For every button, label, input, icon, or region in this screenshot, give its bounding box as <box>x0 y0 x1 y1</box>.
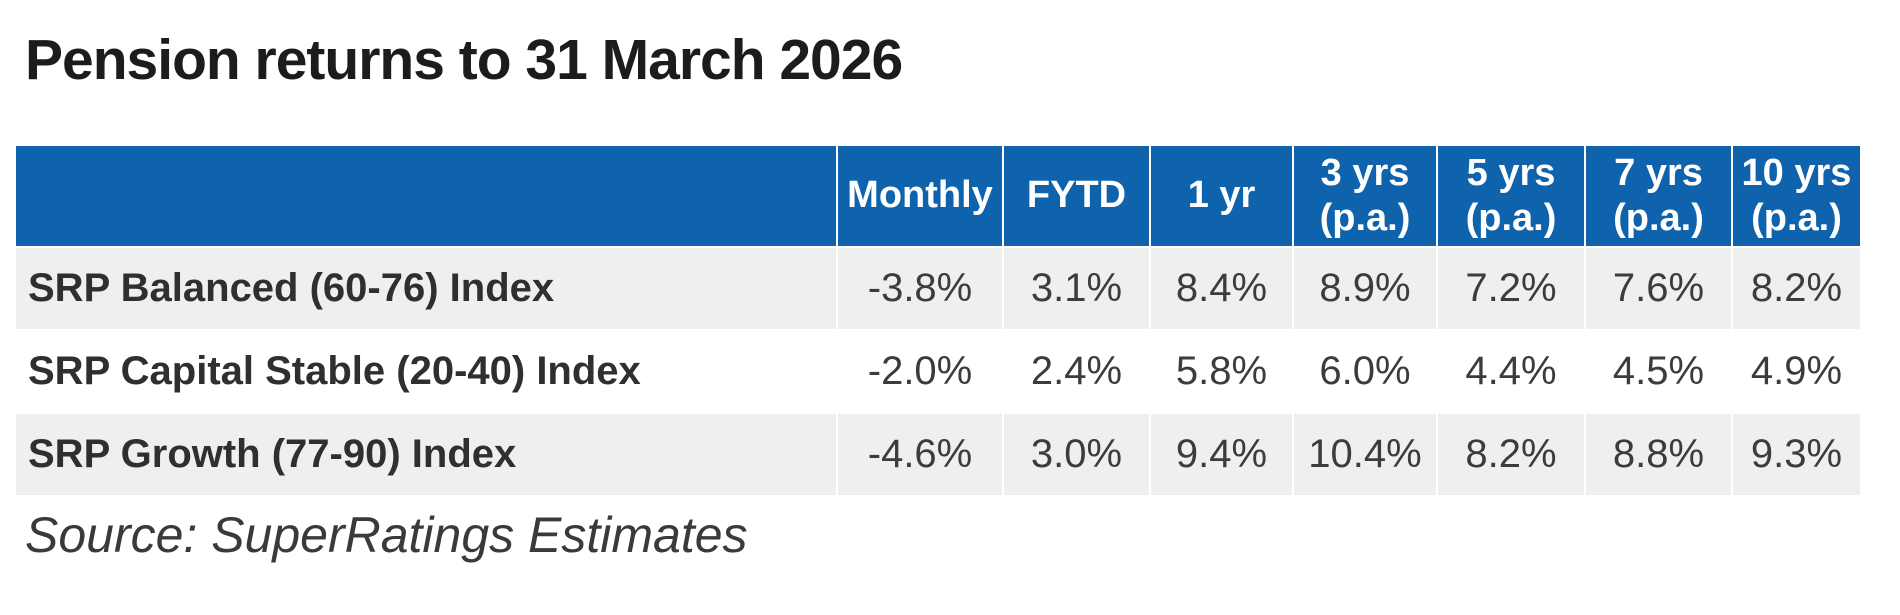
content-area: Pension returns to 31 March 2026 Monthly… <box>14 28 1862 563</box>
value-cell: -2.0% <box>838 330 1002 412</box>
value-cell: 8.2% <box>1438 413 1584 495</box>
value-cell: 4.5% <box>1586 330 1731 412</box>
value-cell: 5.8% <box>1151 330 1292 412</box>
row-label: SRP Balanced (60-76) Index <box>16 247 836 329</box>
value-cell: 7.2% <box>1438 247 1584 329</box>
table-body: SRP Balanced (60-76) Index -3.8% 3.1% 8.4% 8… <box>16 247 1860 495</box>
value-cell: 3.1% <box>1004 247 1149 329</box>
label-column-header <box>16 145 836 246</box>
column-header: 1 yr <box>1151 145 1292 246</box>
value-cell: 8.8% <box>1586 413 1731 495</box>
value-cell: 6.0% <box>1294 330 1436 412</box>
value-cell: 2.4% <box>1004 330 1149 412</box>
value-cell: 4.9% <box>1733 330 1860 412</box>
table-row: SRP Balanced (60-76) Index -3.8% 3.1% 8.4% 8… <box>16 247 1860 329</box>
row-label: SRP Capital Stable (20-40) Index <box>16 330 836 412</box>
column-header: 10 yrs (p.a.) <box>1733 145 1860 246</box>
column-header: Monthly <box>838 145 1002 246</box>
value-cell: 8.2% <box>1733 247 1860 329</box>
page-title: Pension returns to 31 March 2026 <box>25 28 903 92</box>
row-label: SRP Growth (77-90) Index <box>16 413 836 495</box>
source-note: Source: SuperRatings Estimates <box>25 506 748 563</box>
value-cell: 9.4% <box>1151 413 1292 495</box>
table-row: SRP Growth (77-90) Index -4.6% 3.0% 9.4% 10.… <box>16 413 1860 495</box>
value-cell: -4.6% <box>838 413 1002 495</box>
value-cell: 4.4% <box>1438 330 1584 412</box>
table-row: SRP Capital Stable (20-40) Index -2.0% 2.4… <box>16 330 1860 412</box>
value-cell: 10.4% <box>1294 413 1436 495</box>
pension-returns-table: Monthly FYTD 1 yr 3 yrs (p.a.) 5 yrs (p.a.) 7… <box>14 144 1862 497</box>
value-cell: 3.0% <box>1004 413 1149 495</box>
value-cell: -3.8% <box>838 247 1002 329</box>
column-header: 3 yrs (p.a.) <box>1294 145 1436 246</box>
column-header: 7 yrs (p.a.) <box>1586 145 1731 246</box>
table-header-row: Monthly FYTD 1 yr 3 yrs (p.a.) 5 yrs (p.a.) 7… <box>16 145 1860 246</box>
value-cell: 8.4% <box>1151 247 1292 329</box>
column-header: FYTD <box>1004 145 1149 246</box>
value-cell: 9.3% <box>1733 413 1860 495</box>
column-header: 5 yrs (p.a.) <box>1438 145 1584 246</box>
value-cell: 7.6% <box>1586 247 1731 329</box>
value-cell: 8.9% <box>1294 247 1436 329</box>
